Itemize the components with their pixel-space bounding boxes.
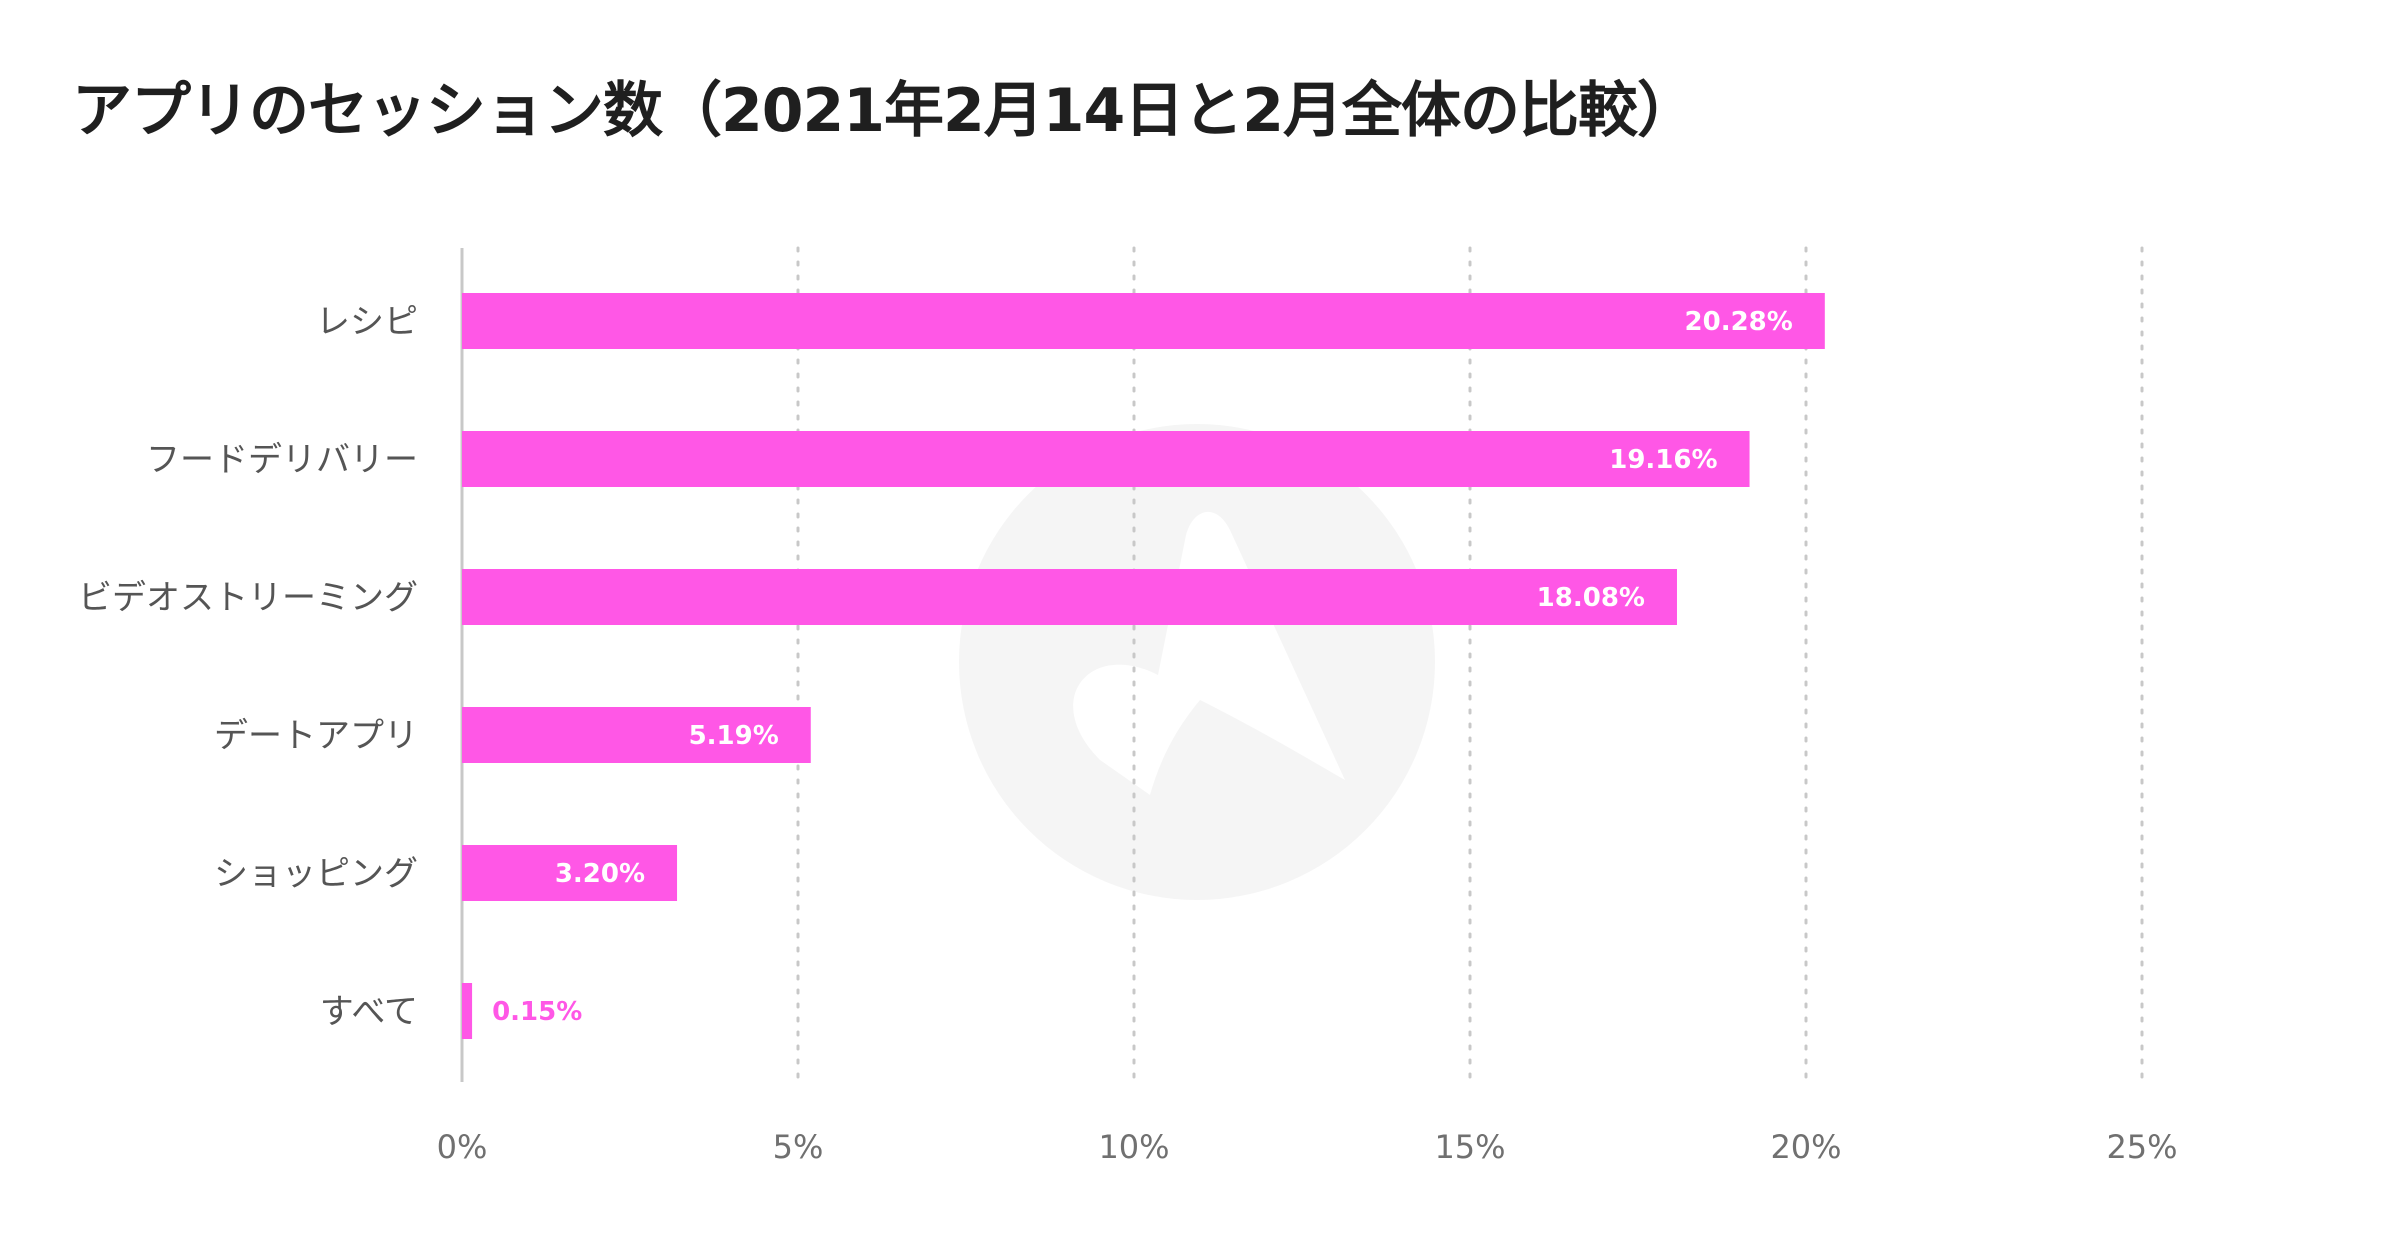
x-tick-label: 20% xyxy=(1770,1128,1841,1166)
bar-4 xyxy=(462,707,811,763)
x-tick-label: 0% xyxy=(437,1128,488,1166)
x-tick-label: 15% xyxy=(1434,1128,1505,1166)
bar-1 xyxy=(462,293,1825,349)
label-layer: 0% 5% 10% 15% 20% 25% レシピ 20.28% フードデリバリー 19.16% ビ… xyxy=(78,302,2178,1166)
x-tick-label: 25% xyxy=(2106,1128,2177,1166)
category-label: デートアプリ xyxy=(214,716,418,756)
bar-2 xyxy=(462,431,1750,487)
chart-title: アプリのセッション数（2021年2月14日と2月全体の比較） xyxy=(72,76,1697,146)
value-label: 3.20% xyxy=(555,859,645,889)
value-label: 18.08% xyxy=(1537,583,1645,613)
x-tick-label: 10% xyxy=(1098,1128,1169,1166)
category-label: フードデリバリー xyxy=(146,440,418,480)
value-label: 5.19% xyxy=(689,721,779,751)
bar-layer xyxy=(462,293,1825,1039)
watermark-logo-icon xyxy=(959,424,1435,900)
grid-layer xyxy=(796,246,2144,1084)
category-label: すべて xyxy=(320,992,418,1032)
bar-5 xyxy=(462,845,678,901)
value-label: 20.28% xyxy=(1685,307,1793,337)
x-tick-label: 5% xyxy=(773,1128,824,1166)
category-label: ショッピング xyxy=(214,854,418,894)
category-label: レシピ xyxy=(316,302,418,342)
value-label: 19.16% xyxy=(1609,445,1717,475)
value-label: 0.15% xyxy=(492,997,582,1027)
bar-6 xyxy=(462,983,473,1039)
bar-3 xyxy=(462,569,1677,625)
category-label: ビデオストリーミング xyxy=(78,578,418,618)
